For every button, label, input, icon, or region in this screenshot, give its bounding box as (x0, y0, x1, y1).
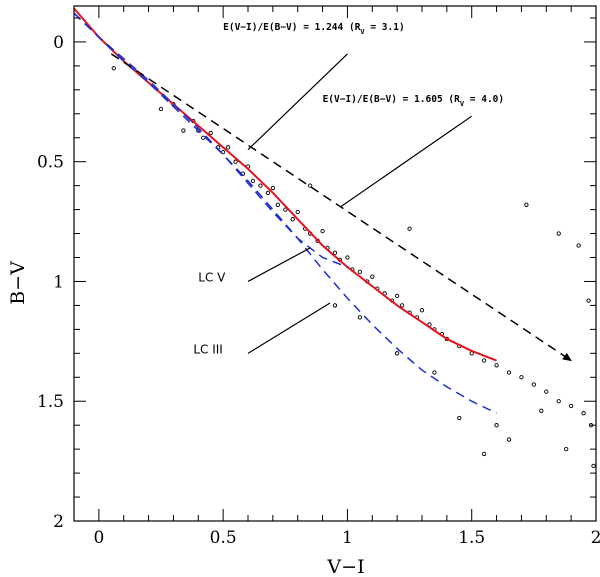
data-point (419, 308, 425, 313)
x-axis-title: V−I (326, 556, 364, 577)
data-point (591, 463, 596, 469)
data-point (531, 382, 537, 387)
data-point (544, 389, 549, 394)
reddening-vector-line (110, 53, 572, 362)
data-point (357, 315, 363, 320)
x-tick-label: 2 (591, 528, 600, 548)
star-points (111, 66, 596, 469)
data-point (556, 231, 561, 236)
data-point (519, 375, 524, 380)
x-tick-label: 1 (342, 528, 353, 548)
annotation-pointer (247, 247, 311, 282)
red-sequence-line (74, 7, 497, 362)
data-point (158, 106, 164, 112)
data-point (357, 269, 363, 275)
data-point (295, 209, 300, 215)
data-point (524, 202, 529, 207)
annotation-eq1: E(V−I)/E(B−V) = 1.244 (RV = 3.1) (223, 22, 405, 36)
data-point (564, 446, 569, 452)
data-point (481, 451, 487, 457)
data-point (345, 255, 350, 260)
y-tick-label: 2 (53, 512, 64, 532)
data-point (399, 303, 405, 308)
data-point (394, 351, 400, 356)
y-tick-label: 0 (53, 33, 64, 53)
data-point (506, 370, 512, 375)
blue-dashed-sequence-line (74, 12, 497, 414)
data-point (111, 66, 116, 71)
data-point (332, 303, 338, 308)
data-point (225, 145, 231, 150)
data-point (494, 363, 499, 368)
y-tick-label: 1 (53, 272, 64, 292)
data-point (283, 207, 288, 212)
data-point (258, 183, 263, 188)
data-point (270, 185, 276, 191)
data-point (332, 250, 338, 255)
data-point (275, 202, 280, 207)
data-point (233, 159, 238, 164)
plot-frame (73, 5, 597, 522)
data-point (307, 183, 313, 188)
y-tick-label: 0.5 (37, 153, 64, 173)
data-point (201, 135, 206, 140)
data-point (568, 403, 574, 409)
data-point (494, 423, 499, 428)
data-point (586, 298, 591, 303)
x-tick-label: 1.5 (458, 528, 485, 548)
annotation-lc3: LC III (193, 342, 223, 356)
x-tick-label: 0.5 (210, 528, 237, 548)
y-tick-label: 1.5 (37, 392, 64, 412)
data-point (581, 411, 586, 416)
data-point (457, 415, 462, 421)
data-point (290, 217, 295, 222)
data-point (181, 128, 186, 133)
data-point (407, 226, 412, 231)
data-point (320, 229, 325, 234)
annotation-pointer (247, 53, 348, 151)
y-axis-title: B−V (7, 261, 29, 305)
annotation-pointer (247, 302, 331, 354)
data-point (556, 399, 561, 404)
annotation-eq2: E(V−I)/E(B−V) = 1.605 (RV = 4.0) (323, 94, 505, 108)
data-point (539, 408, 544, 413)
annotation-pointer (339, 115, 473, 208)
data-point (208, 130, 213, 136)
data-point (250, 178, 256, 184)
blue-dashed-sequence-line (74, 12, 348, 268)
data-point (576, 243, 581, 248)
data-point (265, 190, 271, 195)
data-point (506, 437, 512, 442)
annotation-lc5: LC V (198, 270, 226, 284)
x-tick-label: 0 (93, 528, 104, 548)
data-point (432, 370, 437, 375)
data-point (370, 274, 375, 279)
data-point (394, 293, 400, 298)
data-point (481, 358, 487, 363)
